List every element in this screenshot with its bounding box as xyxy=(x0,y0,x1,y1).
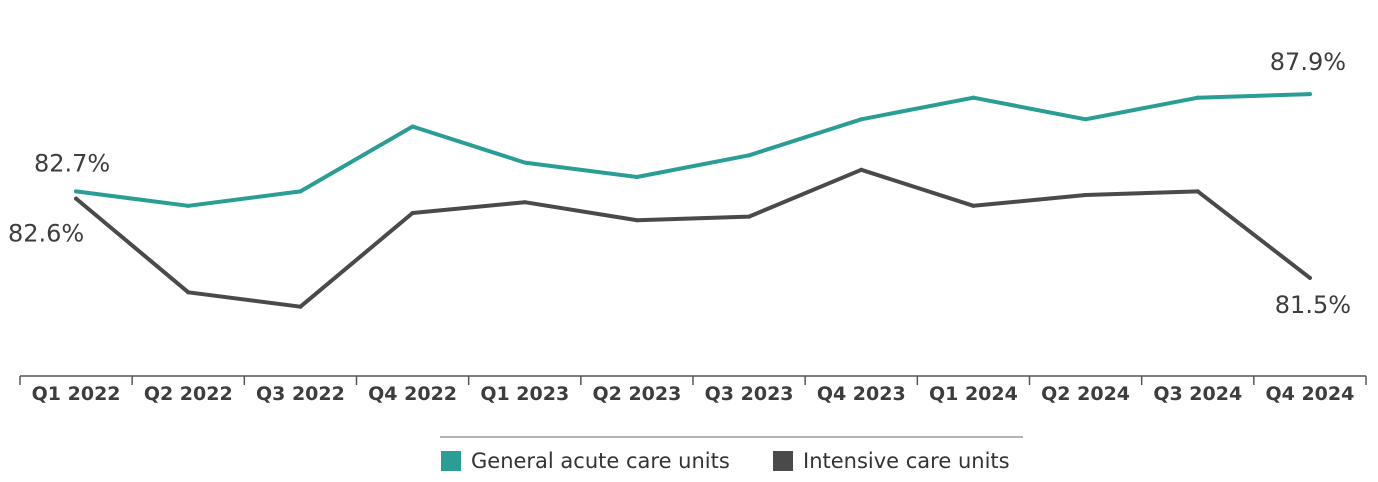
x-tick-label: Q4 2024 xyxy=(1265,383,1354,405)
data-point xyxy=(1195,189,1200,194)
data-point xyxy=(634,174,639,179)
data-point xyxy=(971,203,976,208)
data-point xyxy=(186,203,191,208)
x-tick-label: Q4 2022 xyxy=(368,383,457,405)
data-point xyxy=(522,160,527,165)
data-label: 82.6% xyxy=(8,220,84,248)
legend-swatch xyxy=(441,451,461,471)
data-point xyxy=(634,218,639,223)
data-point xyxy=(298,189,303,194)
data-point xyxy=(1307,92,1312,97)
x-tick-label: Q1 2022 xyxy=(32,383,121,405)
data-point xyxy=(186,290,191,295)
data-point xyxy=(410,211,415,216)
data-point xyxy=(859,167,864,172)
data-point xyxy=(971,95,976,100)
data-point xyxy=(747,153,752,158)
data-point xyxy=(522,200,527,205)
x-tick-label: Q3 2022 xyxy=(256,383,345,405)
legend-swatch xyxy=(773,451,793,471)
data-point xyxy=(859,117,864,122)
data-label: 82.7% xyxy=(34,149,110,177)
series-layer xyxy=(74,92,1312,309)
x-tick-label: Q3 2024 xyxy=(1153,383,1242,405)
data-label: 81.5% xyxy=(1275,291,1351,319)
data-point xyxy=(410,124,415,129)
x-axis: Q1 2022 Q2 2022 Q3 2022 Q4 2022 Q1 2023 Q2 20… xyxy=(19,375,1367,405)
data-label: 87.9% xyxy=(1270,48,1346,76)
legend: General acute care units Intensive care u… xyxy=(440,436,1023,473)
x-tick-label: Q2 2022 xyxy=(144,383,233,405)
x-tick-label: Q2 2023 xyxy=(592,383,681,405)
data-point xyxy=(1083,193,1088,197)
x-tick-label: Q4 2023 xyxy=(817,383,906,405)
x-tick-label: Q3 2023 xyxy=(705,383,794,405)
data-point xyxy=(747,214,752,219)
legend-label: General acute care units xyxy=(471,449,730,473)
legend-label: Intensive care units xyxy=(803,449,1010,473)
data-point xyxy=(1195,95,1200,100)
data-point xyxy=(1307,275,1312,280)
data-point xyxy=(74,196,79,201)
x-tick-label: Q1 2024 xyxy=(929,383,1018,405)
series-line-1 xyxy=(74,92,1312,208)
series-line-2 xyxy=(74,167,1312,309)
x-tick-label: Q1 2023 xyxy=(480,383,569,405)
data-point xyxy=(74,189,79,194)
data-labels: 82.7% 87.9% 82.6% 81.5% xyxy=(8,48,1351,319)
x-tick-label: Q2 2024 xyxy=(1041,383,1130,405)
data-point xyxy=(1083,117,1088,122)
data-point xyxy=(298,304,303,309)
